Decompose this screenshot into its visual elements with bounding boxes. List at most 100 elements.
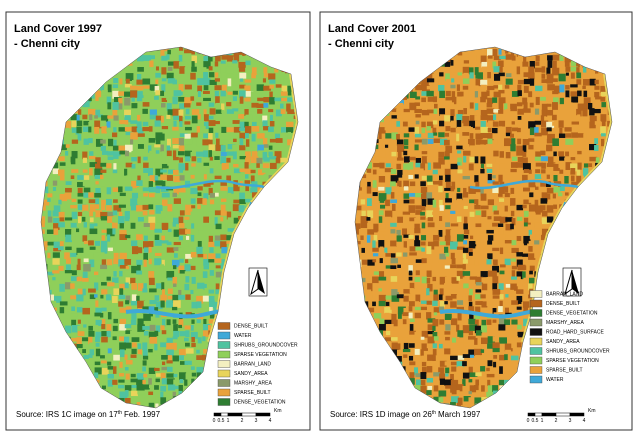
land-patch (113, 139, 117, 148)
land-patch (486, 210, 492, 219)
land-patch (124, 120, 129, 125)
land-patch (208, 325, 212, 332)
land-patch (77, 288, 83, 296)
land-patch (172, 265, 177, 270)
land-patch (185, 373, 194, 381)
land-patch (402, 228, 407, 236)
land-patch (384, 258, 389, 264)
land-patch (107, 211, 114, 220)
land-patch (119, 349, 125, 358)
land-patch (41, 241, 49, 248)
land-patch (415, 246, 423, 251)
land-patch (438, 330, 444, 335)
land-patch (215, 247, 219, 253)
land-patch (172, 391, 176, 399)
land-patch (367, 181, 371, 188)
land-patch (546, 67, 551, 75)
land-patch (493, 103, 501, 110)
land-patch (456, 55, 464, 59)
land-patch (160, 372, 166, 380)
land-patch (463, 223, 468, 230)
land-patch (125, 78, 130, 84)
land-patch (487, 72, 491, 79)
land-patch (197, 114, 201, 120)
land-patch (130, 139, 134, 145)
land-patch (529, 192, 534, 198)
land-patch (226, 240, 233, 244)
land-patch (372, 259, 377, 263)
land-patch (125, 342, 132, 349)
land-patch (384, 168, 393, 173)
land-patch (409, 252, 417, 256)
land-patch (499, 240, 507, 248)
land-patch (82, 277, 90, 282)
land-patch (190, 331, 198, 339)
land-patch (185, 348, 194, 354)
land-patch (522, 163, 531, 171)
land-patch (203, 265, 210, 270)
land-patch (191, 55, 197, 63)
land-patch (71, 337, 79, 342)
land-patch (77, 193, 84, 197)
land-patch (487, 240, 493, 245)
land-patch (426, 288, 430, 296)
land-patch (499, 294, 504, 300)
land-patch (408, 355, 414, 361)
land-patch (462, 361, 467, 367)
land-patch (142, 121, 149, 127)
land-patch (58, 246, 64, 251)
land-patch (547, 115, 553, 120)
land-patch (82, 307, 91, 315)
land-patch (450, 294, 457, 299)
land-patch (59, 193, 68, 202)
land-patch (390, 192, 395, 199)
scale-segment (534, 412, 543, 417)
land-patch (208, 301, 216, 309)
land-patch (475, 330, 482, 336)
land-patch (94, 372, 99, 378)
land-patch (100, 162, 107, 167)
land-patch (439, 175, 443, 181)
land-patch (65, 246, 72, 251)
land-patch (125, 295, 131, 303)
land-patch (451, 96, 457, 105)
land-patch (172, 138, 181, 145)
land-patch (155, 66, 160, 71)
land-patch (487, 253, 493, 260)
land-patch (191, 102, 200, 108)
land-patch (396, 294, 404, 299)
land-patch (113, 73, 118, 77)
land-patch (119, 391, 128, 400)
land-patch (475, 306, 481, 314)
land-patch (361, 282, 367, 289)
land-patch (280, 157, 289, 164)
land-patch (95, 300, 99, 307)
land-patch (106, 205, 112, 211)
land-patch (184, 180, 191, 188)
land-patch (529, 97, 538, 101)
land-patch (179, 258, 184, 263)
land-patch (275, 90, 283, 98)
land-patch (487, 115, 495, 123)
land-patch (173, 175, 181, 183)
land-patch (439, 127, 445, 133)
land-patch (64, 192, 72, 200)
land-patch (565, 138, 574, 145)
scale-segment (555, 412, 571, 417)
legend-swatch (529, 375, 543, 384)
land-patch (528, 199, 537, 203)
land-patch (203, 109, 207, 117)
land-patch (492, 252, 496, 260)
land-patch (118, 204, 126, 208)
land-patch (64, 127, 70, 134)
land-patch (469, 385, 477, 393)
land-patch (378, 139, 386, 145)
land-patch (178, 54, 183, 63)
land-patch (178, 187, 186, 195)
land-patch (202, 354, 207, 361)
land-patch (396, 211, 403, 220)
land-patch (474, 397, 482, 405)
land-patch (142, 78, 151, 85)
land-patch (239, 78, 244, 82)
land-patch (361, 277, 366, 283)
